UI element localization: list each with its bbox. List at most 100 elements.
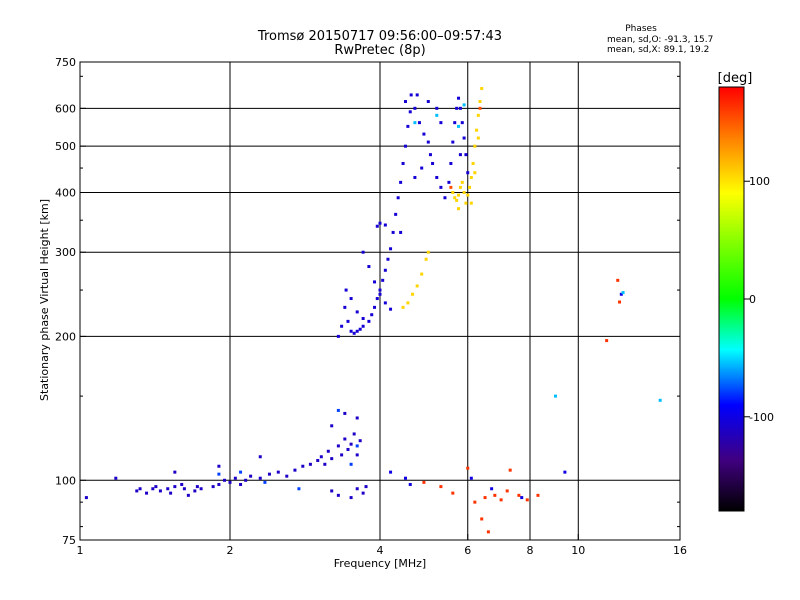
data-point — [378, 292, 382, 296]
data-point — [336, 444, 340, 448]
data-point — [114, 476, 118, 480]
y-tick-label: 500 — [55, 140, 76, 153]
colorbar-scale — [718, 86, 745, 512]
data-point — [249, 474, 253, 478]
data-point — [169, 491, 173, 495]
data-point — [443, 196, 447, 200]
data-point — [424, 257, 428, 261]
data-point — [449, 161, 453, 165]
data-point — [508, 468, 512, 472]
data-point — [367, 265, 371, 269]
data-point — [367, 319, 371, 323]
data-point — [460, 180, 464, 184]
data-point — [455, 198, 459, 202]
data-point — [525, 498, 529, 502]
data-point — [517, 493, 521, 497]
data-point — [408, 110, 412, 114]
data-point — [349, 462, 353, 466]
data-point — [182, 487, 186, 491]
data-point — [301, 464, 305, 468]
data-point — [186, 493, 190, 497]
data-point — [383, 268, 387, 272]
data-point — [476, 136, 480, 140]
data-point — [323, 462, 327, 466]
data-point — [158, 489, 162, 493]
data-point — [383, 223, 387, 227]
data-point — [505, 489, 509, 493]
y-tick-label: 75 — [62, 534, 76, 547]
axes: 1 2 4 6 8 10 16 75 100 200 300 400 500 600 750 — [55, 56, 687, 557]
data-point — [413, 175, 417, 179]
data-point — [166, 487, 170, 491]
data-point — [406, 124, 410, 128]
data-point — [399, 230, 403, 234]
colorbar-ticks: 100 0 -100 — [744, 175, 774, 424]
data-point — [173, 485, 177, 489]
data-point — [476, 113, 480, 117]
data-point — [462, 136, 466, 140]
data-point — [439, 121, 443, 125]
data-point — [451, 140, 455, 144]
data-point — [499, 498, 503, 502]
data-point — [386, 257, 390, 261]
data-point — [217, 482, 221, 486]
data-point — [563, 470, 567, 474]
data-point — [355, 310, 359, 314]
data-point — [431, 161, 435, 165]
data-point — [355, 444, 359, 448]
data-point — [373, 305, 377, 309]
data-point — [464, 153, 468, 157]
data-point — [340, 453, 344, 457]
data-point — [457, 193, 461, 197]
data-point — [439, 485, 443, 489]
data-point — [462, 190, 466, 194]
colorbar-tick-label: 100 — [749, 175, 770, 188]
data-point — [276, 470, 280, 474]
x-tick-label: 4 — [377, 544, 384, 557]
data-point — [486, 530, 490, 534]
y-tick-label: 300 — [55, 246, 76, 259]
phases-mean-o: mean, sd,O: -91.3, 15.7 — [607, 35, 713, 45]
data-point — [451, 491, 455, 495]
data-point — [403, 144, 407, 148]
data-point — [619, 292, 623, 296]
data-point — [458, 185, 462, 189]
data-point — [399, 180, 403, 184]
data-point — [364, 485, 368, 489]
data-point — [435, 106, 439, 110]
colorbar: [deg] 100 0 -100 — [718, 71, 774, 512]
data-point — [223, 478, 227, 482]
data-point — [447, 180, 451, 184]
data-point — [475, 128, 479, 132]
data-point — [293, 468, 297, 472]
data-point — [469, 201, 473, 205]
data-point — [457, 124, 461, 128]
data-point — [413, 106, 417, 110]
data-point — [401, 161, 405, 165]
data-point — [145, 491, 149, 495]
data-point — [389, 307, 393, 311]
data-point — [428, 153, 432, 157]
data-point — [173, 470, 177, 474]
data-point — [389, 247, 393, 251]
data-point — [411, 292, 415, 296]
data-point — [394, 212, 398, 216]
data-point — [370, 313, 374, 317]
data-point — [453, 196, 457, 200]
data-point — [413, 121, 417, 125]
data-point — [618, 300, 622, 304]
data-point — [422, 480, 426, 484]
data-point — [383, 301, 387, 305]
data-point — [346, 447, 350, 451]
data-point — [355, 416, 359, 420]
data-point — [361, 324, 365, 328]
colorbar-tick-label: -100 — [749, 411, 774, 424]
data-point — [217, 472, 221, 476]
data-point — [464, 201, 468, 205]
data-point — [426, 140, 430, 144]
data-point — [330, 424, 334, 428]
data-point — [480, 87, 484, 91]
data-point — [349, 329, 353, 333]
data-point — [457, 207, 461, 211]
